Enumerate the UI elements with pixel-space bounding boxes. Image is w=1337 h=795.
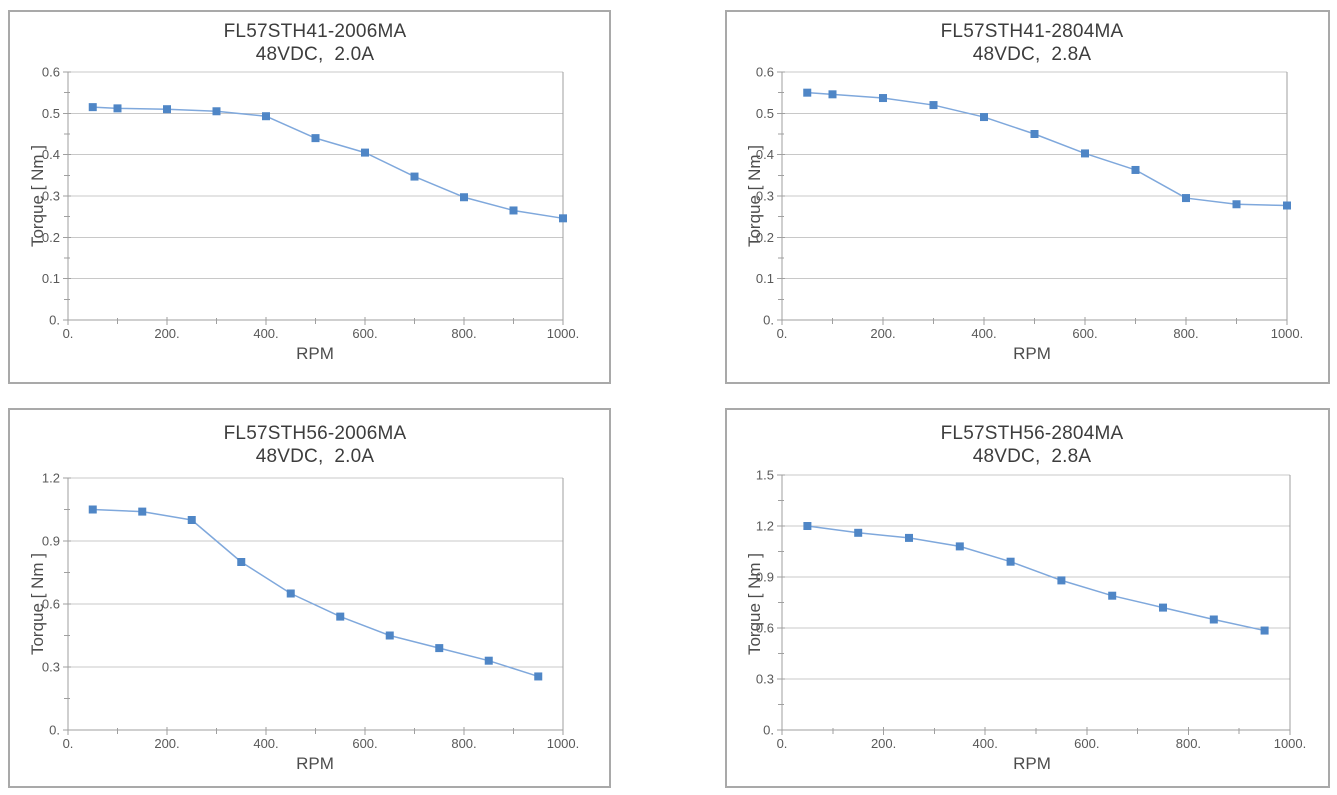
svg-text:600.: 600. xyxy=(352,736,377,751)
chart-panel-fl57sth56-2804ma: FL57STH56-2804MA 48VDC, 2.8A Torque [ Nm… xyxy=(725,408,1330,788)
x-axis-title: RPM xyxy=(1013,344,1051,363)
svg-text:0.: 0. xyxy=(763,313,774,328)
chart-subtitle: 48VDC, 2.0A xyxy=(255,446,375,467)
svg-text:0.2: 0.2 xyxy=(756,230,774,245)
svg-text:0.5: 0.5 xyxy=(756,106,774,121)
svg-text:0.9: 0.9 xyxy=(42,534,60,549)
svg-text:1000.: 1000. xyxy=(1274,736,1307,751)
svg-text:0.: 0. xyxy=(49,313,60,328)
chart-title: FL57STH56-2006MA xyxy=(223,423,407,444)
chart-panel-fl57sth41-2804ma: FL57STH41-2804MA 48VDC, 2.8A Torque [ Nm… xyxy=(725,10,1330,384)
svg-text:800.: 800. xyxy=(1173,326,1198,341)
svg-text:400.: 400. xyxy=(253,326,278,341)
svg-text:0.2: 0.2 xyxy=(42,230,60,245)
svg-text:800.: 800. xyxy=(451,326,476,341)
svg-text:400.: 400. xyxy=(973,736,998,751)
x-axis-title: RPM xyxy=(296,754,334,773)
svg-text:0.3: 0.3 xyxy=(42,660,60,675)
torque-curve-plot: 0. 0.1 0.2 0.3 0.4 0.5 0.6 0. 200. 400. 600. 800. 10… xyxy=(42,65,580,341)
chart-subtitle: 48VDC, 2.8A xyxy=(972,44,1092,65)
svg-text:0.6: 0.6 xyxy=(756,65,774,80)
svg-text:1.2: 1.2 xyxy=(756,519,774,534)
torque-curve-plot: 0. 0.3 0.6 0.9 1.2 1.5 0. 200. 400. 600. 800. 1000. xyxy=(756,468,1307,751)
svg-text:0.6: 0.6 xyxy=(756,621,774,636)
chart-title: FL57STH41-2804MA xyxy=(940,21,1124,42)
chart-title: FL57STH56-2804MA xyxy=(940,423,1124,444)
svg-text:600.: 600. xyxy=(352,326,377,341)
svg-text:400.: 400. xyxy=(253,736,278,751)
x-axis-title: RPM xyxy=(1013,754,1051,773)
svg-text:0.5: 0.5 xyxy=(42,106,60,121)
svg-text:200.: 200. xyxy=(871,736,896,751)
svg-text:0.4: 0.4 xyxy=(42,147,60,162)
chart-subtitle: 48VDC, 2.0A xyxy=(255,44,375,65)
svg-text:0.: 0. xyxy=(49,723,60,738)
torque-curve-plot: 0. 0.1 0.2 0.3 0.4 0.5 0.6 0. 200. 400. 600. 800. 10… xyxy=(756,65,1304,341)
svg-text:0.6: 0.6 xyxy=(42,65,60,80)
chart-panel-fl57sth56-2006ma: FL57STH56-2006MA 48VDC, 2.0A Torque [ Nm… xyxy=(8,408,611,788)
chart-subtitle: 48VDC, 2.8A xyxy=(972,446,1092,467)
x-axis-title: RPM xyxy=(296,344,334,363)
svg-text:1.2: 1.2 xyxy=(42,471,60,486)
svg-text:200.: 200. xyxy=(870,326,895,341)
svg-text:0.3: 0.3 xyxy=(756,189,774,204)
chart-title: FL57STH41-2006MA xyxy=(223,21,407,42)
svg-text:0.: 0. xyxy=(63,326,74,341)
svg-text:0.1: 0.1 xyxy=(42,271,60,286)
svg-text:0.1: 0.1 xyxy=(756,271,774,286)
svg-text:0.: 0. xyxy=(777,736,788,751)
svg-text:0.3: 0.3 xyxy=(756,672,774,687)
svg-text:1000.: 1000. xyxy=(547,326,580,341)
svg-text:1000.: 1000. xyxy=(1271,326,1304,341)
svg-text:0.4: 0.4 xyxy=(756,147,774,162)
svg-text:0.6: 0.6 xyxy=(42,597,60,612)
svg-text:600.: 600. xyxy=(1072,326,1097,341)
svg-text:600.: 600. xyxy=(1074,736,1099,751)
svg-text:200.: 200. xyxy=(154,736,179,751)
svg-text:800.: 800. xyxy=(1176,736,1201,751)
svg-text:0.9: 0.9 xyxy=(756,570,774,585)
svg-text:400.: 400. xyxy=(971,326,996,341)
svg-text:1000.: 1000. xyxy=(547,736,580,751)
svg-text:200.: 200. xyxy=(154,326,179,341)
svg-text:0.: 0. xyxy=(763,723,774,738)
svg-text:1.5: 1.5 xyxy=(756,468,774,483)
svg-text:0.3: 0.3 xyxy=(42,189,60,204)
chart-panel-fl57sth41-2006ma: FL57STH41-2006MA 48VDC, 2.0A Torque [ Nm… xyxy=(8,10,611,384)
svg-text:800.: 800. xyxy=(451,736,476,751)
svg-text:0.: 0. xyxy=(777,326,788,341)
torque-curve-plot: 0. 0.3 0.6 0.9 1.2 0. 200. 400. 600. 800. 1000. xyxy=(42,471,580,751)
svg-text:0.: 0. xyxy=(63,736,74,751)
